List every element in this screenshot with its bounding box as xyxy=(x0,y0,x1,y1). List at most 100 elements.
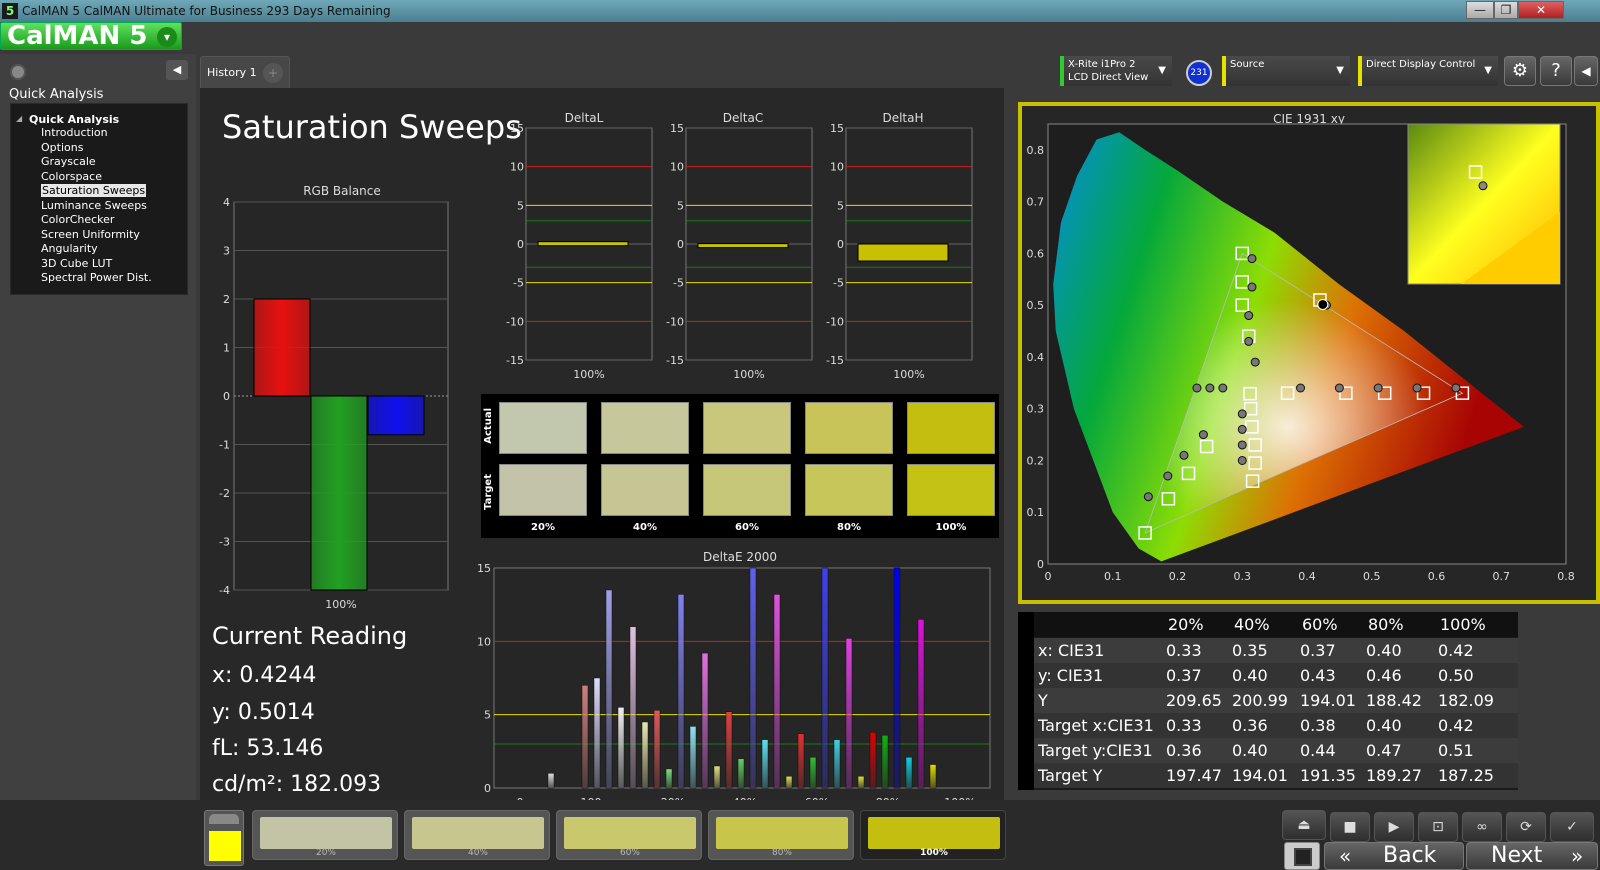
patch-thumb[interactable]: 100% xyxy=(860,810,1006,860)
gamut-triangle xyxy=(1144,252,1464,534)
y-tick-label: 0 xyxy=(517,238,524,251)
measured-point xyxy=(1218,383,1228,393)
table-cell: 0.40 xyxy=(1366,716,1402,735)
tree-item[interactable]: Saturation Sweeps xyxy=(41,184,147,197)
stop-button[interactable]: ■ xyxy=(1330,812,1370,842)
settings-button[interactable]: ⚙ xyxy=(1504,56,1536,86)
tree-item[interactable]: Grayscale xyxy=(41,155,96,168)
meter-selector[interactable]: X-Rite i1Pro 2 LCD Direct View ▼ xyxy=(1060,56,1172,86)
table-row: Target Y 197.47 194.01 191.35 189.27 187.25 xyxy=(1018,763,1518,788)
chevron-left-icon[interactable]: ◀ xyxy=(166,60,188,80)
swatch-target[interactable] xyxy=(499,464,587,516)
patch-thumb-label: 20% xyxy=(315,848,336,858)
nav-home-icon[interactable] xyxy=(10,64,26,80)
tab-label: History 1 xyxy=(207,66,257,79)
meter-mode: LCD Direct View xyxy=(1068,72,1149,83)
help-button[interactable]: ? xyxy=(1540,56,1572,86)
target-point xyxy=(1161,492,1176,506)
swatch-actual[interactable] xyxy=(703,402,791,454)
x-tick-label: 0.2 xyxy=(1169,570,1187,583)
record-button[interactable] xyxy=(1284,842,1320,870)
play-button[interactable]: ▶ xyxy=(1374,812,1414,842)
patch-thumb[interactable]: 60% xyxy=(556,810,702,860)
table-cell: 0.43 xyxy=(1300,666,1336,685)
back-button[interactable]: « Back xyxy=(1324,842,1464,870)
tree-collapse-icon[interactable]: ◢ xyxy=(16,114,23,123)
y-tick-label: 5 xyxy=(677,199,684,212)
delta-bar xyxy=(697,243,789,249)
deltae-bar xyxy=(785,776,793,789)
delta-bar xyxy=(537,241,629,247)
measured-point xyxy=(1163,471,1173,481)
inset-target-point xyxy=(1468,165,1483,179)
minimize-button[interactable]: — xyxy=(1466,1,1494,19)
tree-item[interactable]: ColorChecker xyxy=(41,213,115,226)
tab-history-1[interactable]: History 1 + xyxy=(200,56,290,88)
swatch-target[interactable] xyxy=(601,464,689,516)
patch-thumb[interactable]: 80% xyxy=(708,810,854,860)
measured-point xyxy=(1143,492,1153,502)
source-selector[interactable]: Source ▼ xyxy=(1222,56,1350,86)
patch-thumb[interactable]: 40% xyxy=(404,810,550,860)
tree-item[interactable]: Colorspace xyxy=(41,169,102,183)
x-tick-label: 0 xyxy=(1045,570,1052,583)
close-button[interactable]: ✕ xyxy=(1518,1,1564,19)
x-tick-label: 0.7 xyxy=(1493,570,1511,583)
measured-point xyxy=(1451,383,1461,393)
confirm-button[interactable]: ✓ xyxy=(1550,812,1594,842)
tree-item[interactable]: Screen Uniformity xyxy=(41,227,140,241)
rgb-bar xyxy=(310,395,368,591)
row-label-actual: Actual xyxy=(483,408,494,444)
app-menu-button[interactable]: CalMAN 5 ▾ xyxy=(0,22,182,50)
swatch-target[interactable] xyxy=(907,464,995,516)
tree-root[interactable]: Quick Analysis xyxy=(29,113,120,126)
loop-button[interactable]: ∞ xyxy=(1462,812,1502,842)
table-cell: 182.09 xyxy=(1438,691,1494,710)
tree-item[interactable]: Options xyxy=(41,140,84,154)
eject-button[interactable]: ⏏ xyxy=(1282,810,1326,840)
y-tick-label: 10 xyxy=(830,161,844,174)
swatch-label: 60% xyxy=(735,522,759,533)
tree-item[interactable]: Angularity xyxy=(41,242,98,255)
meter-badge[interactable]: 231 xyxy=(1186,60,1212,86)
table-cell: 0.47 xyxy=(1366,741,1402,760)
collapse-right-button[interactable]: ◀ xyxy=(1574,56,1598,86)
measure-button[interactable]: ⊡ xyxy=(1418,812,1458,842)
maximize-button[interactable]: ❐ xyxy=(1494,1,1518,19)
swatch-target[interactable] xyxy=(703,464,791,516)
y-tick-label: -1 xyxy=(219,439,230,452)
column-header: 100% xyxy=(1440,615,1486,634)
swatch-actual[interactable] xyxy=(499,402,587,454)
next-button[interactable]: Next » xyxy=(1466,842,1598,870)
patch-thumb-label: 60% xyxy=(619,848,640,858)
deltae-bar xyxy=(833,739,841,789)
table-cell: 0.42 xyxy=(1438,716,1474,735)
swatch-actual[interactable] xyxy=(805,402,893,454)
tree-item[interactable]: 3D Cube LUT xyxy=(41,256,113,270)
add-tab-icon[interactable]: + xyxy=(263,63,283,83)
refresh-button[interactable]: ⟳ xyxy=(1506,812,1546,842)
swatch-actual[interactable] xyxy=(601,402,689,454)
display-selector[interactable]: Direct Display Control ▼ xyxy=(1358,56,1498,86)
patch-thumb-swatch xyxy=(412,817,544,849)
y-tick-label: 0 xyxy=(1037,558,1044,571)
swatch-actual[interactable] xyxy=(907,402,995,454)
patch-thumb[interactable]: 20% xyxy=(252,810,398,860)
measured-point xyxy=(1244,336,1254,346)
deltah-title: DeltaH xyxy=(882,111,924,125)
deltae-bar xyxy=(737,758,745,789)
target-point xyxy=(1243,386,1257,401)
tree-item[interactable]: Introduction xyxy=(41,126,108,139)
window-title: CalMAN 5 CalMAN Ultimate for Business 29… xyxy=(22,4,391,18)
current-patch-preview[interactable] xyxy=(204,810,244,866)
reading-cdm: cd/m²: 182.093 xyxy=(212,772,382,797)
y-tick-label: 0.8 xyxy=(1027,144,1045,157)
tree-item[interactable]: Spectral Power Dist. xyxy=(41,271,152,284)
target-point xyxy=(1235,275,1249,289)
target-point xyxy=(1248,438,1262,452)
swatch-target[interactable] xyxy=(805,464,893,516)
tree-item[interactable]: Luminance Sweeps xyxy=(41,198,147,212)
display-label: Direct Display Control xyxy=(1366,59,1476,70)
target-point xyxy=(1455,386,1470,400)
cie-chart: 0 0.1 0.2 0.3 0.4 0.5 0.6 0.7 0.8 0 0.1 0.2 0.3 0.4 0.… xyxy=(1027,123,1575,583)
